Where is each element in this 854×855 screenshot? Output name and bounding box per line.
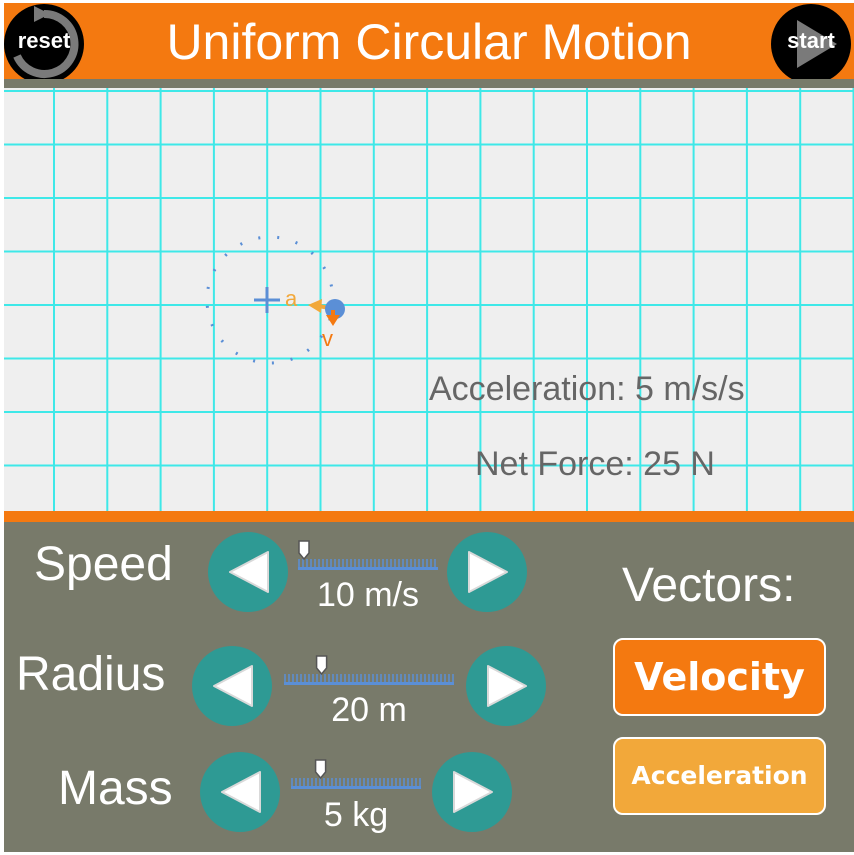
acceleration-vector-label: a: [285, 286, 298, 311]
slider-track: [291, 786, 421, 789]
radius-increase-button[interactable]: [466, 646, 546, 726]
mass-slider[interactable]: [291, 756, 421, 796]
speed-increase-button[interactable]: [447, 532, 527, 612]
speed-label: Speed: [34, 538, 173, 591]
center-cross-icon: [254, 287, 280, 313]
speed-slider[interactable]: [298, 537, 438, 577]
mass-label: Mass: [58, 762, 173, 815]
slider-track: [284, 682, 454, 685]
vectors-label: Vectors:: [622, 559, 796, 612]
mass-decrease-button[interactable]: [200, 752, 280, 832]
slider-handle[interactable]: [314, 759, 327, 780]
reset-button[interactable]: reset: [4, 4, 84, 84]
header-divider: [4, 79, 854, 88]
radius-decrease-button[interactable]: [192, 646, 272, 726]
right-triangle-icon: [487, 665, 527, 707]
right-triangle-icon: [453, 771, 493, 813]
controls-panel: Speed 10 m/s Radius 20 m: [4, 522, 854, 852]
moving-object[interactable]: [325, 299, 345, 319]
play-icon: [797, 20, 837, 68]
page-title: Uniform Circular Motion: [166, 14, 692, 70]
mass-increase-button[interactable]: [432, 752, 512, 832]
stage-divider: [4, 511, 854, 522]
radius-slider[interactable]: [284, 652, 454, 692]
slider-track: [298, 567, 438, 570]
reset-label: reset: [17, 28, 71, 53]
mass-value: 5 kg: [323, 796, 389, 834]
start-button[interactable]: start: [771, 4, 851, 84]
left-triangle-icon: [213, 665, 253, 707]
radius-value: 20 m: [331, 691, 407, 729]
radius-label: Radius: [16, 648, 166, 701]
net-force-readout: Net Force: 25 N: [475, 445, 715, 483]
left-triangle-icon: [229, 551, 269, 593]
grid-background: [4, 88, 854, 511]
app-frame: reset Uniform Circular Motion start: [4, 3, 854, 852]
header-bar: reset Uniform Circular Motion start: [4, 3, 854, 84]
start-label: start: [787, 28, 835, 53]
right-triangle-icon: [468, 551, 508, 593]
speed-value: 10 m/s: [316, 576, 420, 614]
velocity-toggle-button[interactable]: Velocity: [613, 638, 826, 716]
slider-handle[interactable]: [298, 540, 310, 561]
left-triangle-icon: [221, 771, 261, 813]
velocity-vector-label: v: [322, 326, 333, 351]
acceleration-readout: Acceleration: 5 m/s/s: [429, 370, 745, 408]
slider-handle[interactable]: [315, 655, 328, 676]
reset-arrow-icon: [13, 6, 79, 78]
velocity-vector-arrow: [326, 310, 340, 326]
acceleration-toggle-button[interactable]: Acceleration: [613, 737, 826, 815]
speed-decrease-button[interactable]: [208, 532, 288, 612]
simulation-stage: a v Acceleration: 5 m/s/s Net Force: 25 …: [4, 88, 854, 511]
